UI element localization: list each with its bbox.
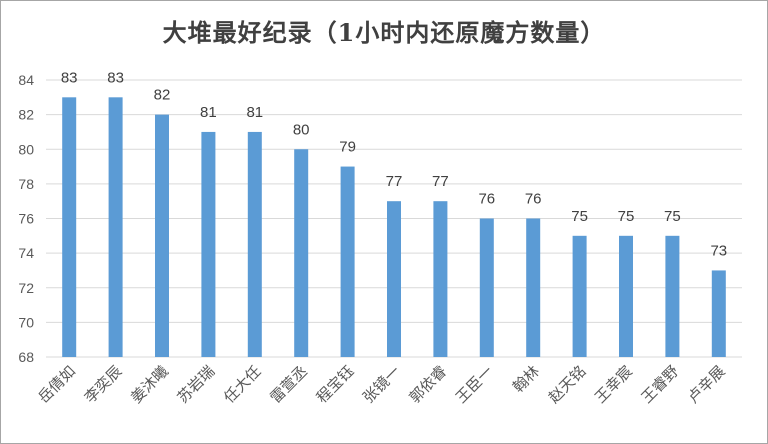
y-tick-label: 74 [18, 245, 34, 261]
data-label: 76 [525, 191, 542, 208]
x-tick-label: 郭依睿 [406, 362, 451, 407]
bar [479, 218, 494, 357]
bar [572, 235, 587, 357]
x-tick-label: 岳倩如 [34, 362, 79, 407]
y-tick-label: 68 [18, 349, 34, 365]
data-label: 77 [386, 173, 403, 190]
bar [340, 166, 355, 357]
data-label: 75 [618, 208, 635, 225]
y-tick-label: 84 [18, 72, 34, 88]
x-tick-label: 任大任 [220, 362, 265, 407]
bar [108, 97, 123, 357]
y-tick-label: 82 [18, 107, 34, 123]
bar [526, 218, 541, 357]
data-label: 83 [107, 69, 124, 86]
data-label: 75 [571, 208, 588, 225]
y-tick-label: 80 [18, 141, 34, 157]
bar [711, 270, 726, 357]
y-tick-label: 72 [18, 280, 34, 296]
bar [387, 201, 401, 357]
data-label: 82 [154, 87, 171, 104]
x-tick-label: 李奕辰 [81, 362, 126, 407]
x-tick-label: 张镜一 [359, 362, 404, 407]
data-label: 81 [200, 104, 217, 121]
y-axis-ticks: 68 70 72 74 76 78 80 82 84 [18, 72, 34, 365]
data-label: 77 [432, 173, 449, 190]
x-tick-label: 雷萱丞 [266, 362, 311, 407]
x-tick-label: 程宝钰 [313, 362, 358, 407]
data-label: 76 [478, 191, 495, 208]
data-label: 79 [339, 139, 356, 156]
bar [62, 97, 77, 357]
data-label: 83 [61, 69, 78, 86]
data-labels: 83 83 82 81 81 80 79 77 77 76 76 75 75 75 73 [61, 69, 727, 259]
bar [247, 131, 262, 357]
bars [62, 97, 726, 357]
x-tick-label: 卢辛展 [684, 362, 729, 407]
bar [294, 149, 309, 357]
x-tick-label: 姜沐曦 [127, 362, 172, 407]
data-label: 81 [246, 104, 263, 121]
bar [155, 114, 169, 357]
bar [201, 131, 216, 357]
bar [665, 235, 680, 357]
data-label: 80 [293, 121, 310, 138]
data-label: 75 [664, 208, 681, 225]
x-tick-label: 王睿野 [638, 362, 683, 407]
x-tick-label: 王臣一 [452, 362, 497, 407]
y-tick-label: 70 [18, 314, 34, 330]
x-tick-label: 王幸宸 [591, 362, 636, 407]
data-label: 73 [710, 242, 727, 259]
chart-title: 大堆最好纪录（1小时内还原魔方数量） [162, 18, 606, 47]
y-tick-label: 76 [18, 211, 34, 227]
x-tick-label: 翰林 [509, 362, 543, 396]
x-axis-labels: 岳倩如 李奕辰 姜沐曦 苏岩瑞 任大任 雷萱丞 程宝钰 张镜一 郭依睿 王臣一 翰林 赵天铭 王幸宸 王睿… [34, 362, 728, 407]
bar [619, 235, 633, 357]
y-tick-label: 78 [18, 176, 34, 192]
bar [433, 201, 448, 357]
x-tick-label: 苏岩瑞 [174, 362, 219, 407]
x-tick-label: 赵天铭 [545, 362, 590, 407]
